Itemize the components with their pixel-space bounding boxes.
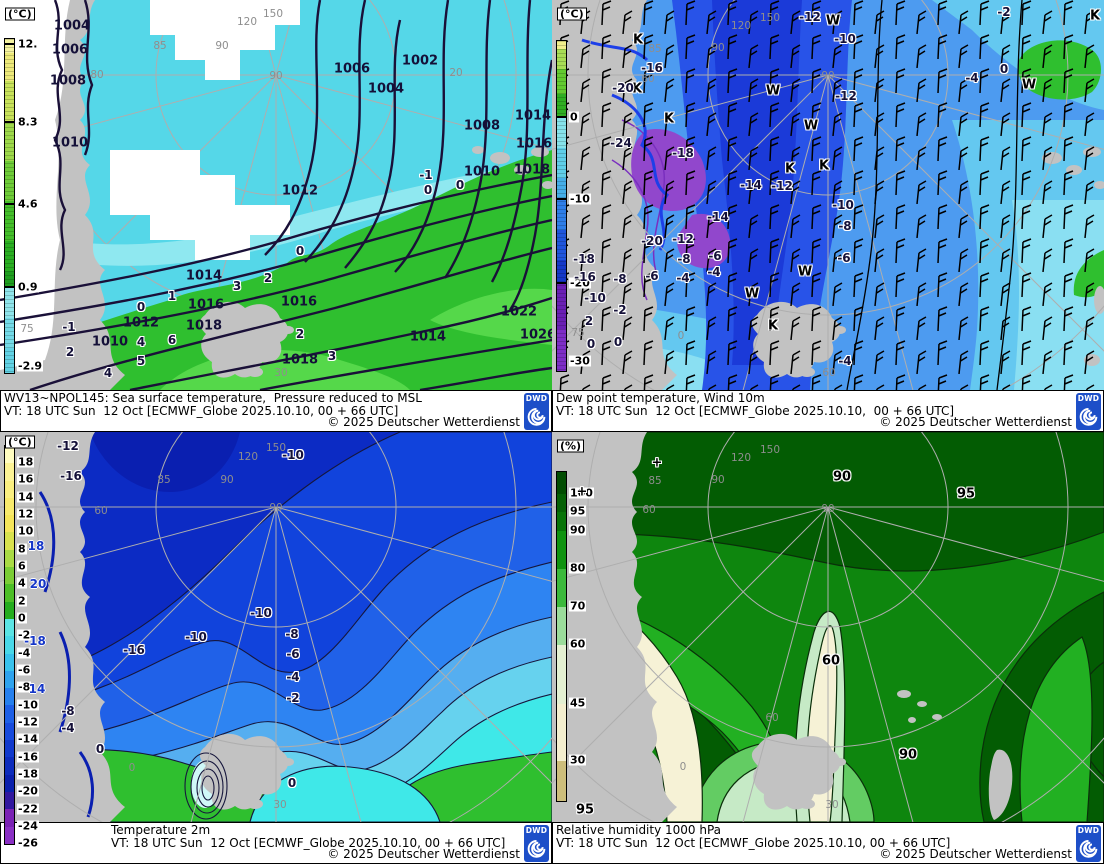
- colorbar-segment: [5, 161, 14, 201]
- colorbar-segment: [5, 740, 14, 758]
- colorbar-segment: [5, 81, 14, 121]
- colorbar-segment: [557, 284, 566, 329]
- colorbar-segment: [5, 446, 14, 464]
- colorbar-segment: [5, 601, 14, 619]
- caption-validtime: VT: 18 UTC Sun 12 Oct [ECMWF_Globe 2025.…: [4, 404, 399, 418]
- colorbar-segment: [5, 480, 14, 498]
- sst-caption: WV13~NPOL145: Sea surface temperature, P…: [0, 390, 552, 432]
- colorbar-segment: [5, 670, 14, 689]
- rh-map-graphic: [552, 432, 1104, 822]
- t2m-colorbar: [4, 445, 15, 845]
- colorbar-segment: [5, 705, 14, 723]
- t2m-map-graphic: [0, 432, 552, 822]
- caption-validtime: VT: 18 UTC Sun 12 Oct [ECMWF_Globe 2025.…: [556, 836, 951, 850]
- dwd-logo: DWD: [1076, 393, 1101, 430]
- dewpoint-caption: Dew point temperature, Wind 10m VT: 18 U…: [552, 390, 1104, 432]
- colorbar-segment: [5, 567, 14, 585]
- caption-title: Relative humidity 1000 hPa: [556, 823, 722, 837]
- colorbar-segment: [5, 201, 14, 241]
- relative-humidity-map: (%) 100 95 90 80 70 60 45 30 150 120 90 85 90 60 60 30 0 9…: [552, 432, 1104, 822]
- rh-colorbar: [556, 471, 567, 802]
- colorbar-segment: [5, 653, 14, 671]
- colorbar-segment: [557, 645, 566, 704]
- colorbar-segment: [557, 761, 566, 801]
- caption-title: WV13~NPOL145: Sea surface temperature, P…: [4, 391, 422, 405]
- panel-dewpoint-wind: (°C) 0 -10 -20 -30 150 120 90 85 90 60 0 60 75 K K W K W K K…: [552, 0, 1104, 432]
- caption-title: Dew point temperature, Wind 10m: [556, 391, 765, 405]
- colorbar-segment: [557, 148, 566, 178]
- colorbar-segment: [557, 49, 566, 69]
- colorbar-segment: [5, 584, 14, 602]
- colorbar-segment: [5, 722, 14, 741]
- dwd-spiral-icon: [1079, 840, 1098, 858]
- colorbar-segment: [557, 569, 566, 607]
- colorbar-segment: [557, 178, 566, 200]
- dwd-spiral-icon: [527, 840, 546, 858]
- colorbar-segment: [5, 826, 14, 844]
- dwd-logo: DWD: [524, 393, 549, 430]
- colorbar-segment: [557, 494, 566, 512]
- caption-copyright: © 2025 Deutscher Wetterdienst: [327, 847, 520, 861]
- colorbar-segment: [557, 260, 566, 284]
- t2m-caption: Temperature 2m VT: 18 UTC Sun 12 Oct [EC…: [0, 822, 552, 864]
- caption-copyright: © 2025 Deutscher Wetterdienst: [327, 415, 520, 429]
- sst-colorbar: [4, 38, 15, 374]
- colorbar-segment: [557, 200, 566, 230]
- colorbar-segment: [557, 94, 566, 118]
- colorbar-segment: [557, 704, 566, 761]
- dewpoint-wind-map: (°C) 0 -10 -20 -30 150 120 90 85 90 60 0 60 75 K K W K W K K…: [552, 0, 1104, 390]
- sst-map-graphic: [0, 0, 552, 390]
- dwd-logo: DWD: [1076, 825, 1101, 862]
- colorbar-segment: [5, 757, 14, 775]
- colorbar-segment: [5, 497, 14, 516]
- caption-title: Temperature 2m: [111, 823, 211, 837]
- colorbar-segment: [5, 791, 14, 810]
- caption-copyright: © 2025 Deutscher Wetterdienst: [879, 847, 1072, 861]
- panel-temperature-2m: (°C) 18 16 14 12 10 8 6 4 2 0 -2 -4 -6 -8 -10 -12 -14 -16-…: [0, 432, 552, 864]
- caption-validtime: VT: 18 UTC Sun 12 Oct [ECMWF_Globe 2025.…: [556, 404, 955, 418]
- caption-copyright: © 2025 Deutscher Wetterdienst: [879, 415, 1072, 429]
- colorbar-segment: [5, 549, 14, 568]
- dwd-logo: DWD: [524, 825, 549, 862]
- dewpoint-map-graphic: [552, 0, 1104, 390]
- colorbar-segment: [5, 463, 14, 481]
- colorbar-segment: [557, 531, 566, 569]
- temperature-2m-map: (°C) 18 16 14 12 10 8 6 4 2 0 -2 -4 -6 -8 -10 -12 -14 -16-…: [0, 432, 552, 849]
- colorbar-segment: [5, 271, 14, 288]
- dwd-spiral-icon: [527, 408, 546, 426]
- colorbar-segment: [557, 69, 566, 94]
- colorbar-segment: [5, 318, 14, 348]
- colorbar-segment: [5, 348, 14, 373]
- panel-sst-pressure: (°C) 12. 8.3 4.6 0.9 -2.9 150 120 90 85 90 80 20 30 75…: [0, 0, 556, 432]
- dwd-spiral-icon: [1079, 408, 1098, 426]
- colorbar-segment: [557, 472, 566, 494]
- colorbar-segment: [557, 329, 566, 371]
- colorbar-segment: [557, 607, 566, 645]
- colorbar-segment: [5, 288, 14, 318]
- colorbar-segment: [5, 39, 14, 53]
- colorbar-segment: [5, 688, 14, 706]
- rh-caption: Relative humidity 1000 hPa VT: 18 UTC Su…: [552, 822, 1104, 864]
- colorbar-segment: [5, 636, 14, 654]
- colorbar-segment: [5, 532, 14, 550]
- colorbar-segment: [557, 41, 566, 49]
- caption-validtime: VT: 18 UTC Sun 12 Oct [ECMWF_Globe 2025.…: [111, 836, 506, 850]
- colorbar-segment: [5, 241, 14, 271]
- colorbar-segment: [5, 121, 14, 161]
- colorbar-segment: [557, 230, 566, 260]
- colorbar-segment: [557, 512, 566, 531]
- dewpoint-colorbar: [556, 40, 567, 372]
- panel-relative-humidity: (%) 100 95 90 80 70 60 45 30 150 120 90 85 90 60 60 30 0 9…: [552, 432, 1104, 864]
- colorbar-segment: [5, 809, 14, 827]
- colorbar-segment: [5, 515, 14, 533]
- colorbar-segment: [557, 118, 566, 148]
- sst-pressure-map: (°C) 12. 8.3 4.6 0.9 -2.9 150 120 90 85 90 80 20 30 75…: [0, 0, 556, 390]
- colorbar-segment: [5, 618, 14, 637]
- colorbar-segment: [5, 53, 14, 81]
- colorbar-segment: [5, 774, 14, 792]
